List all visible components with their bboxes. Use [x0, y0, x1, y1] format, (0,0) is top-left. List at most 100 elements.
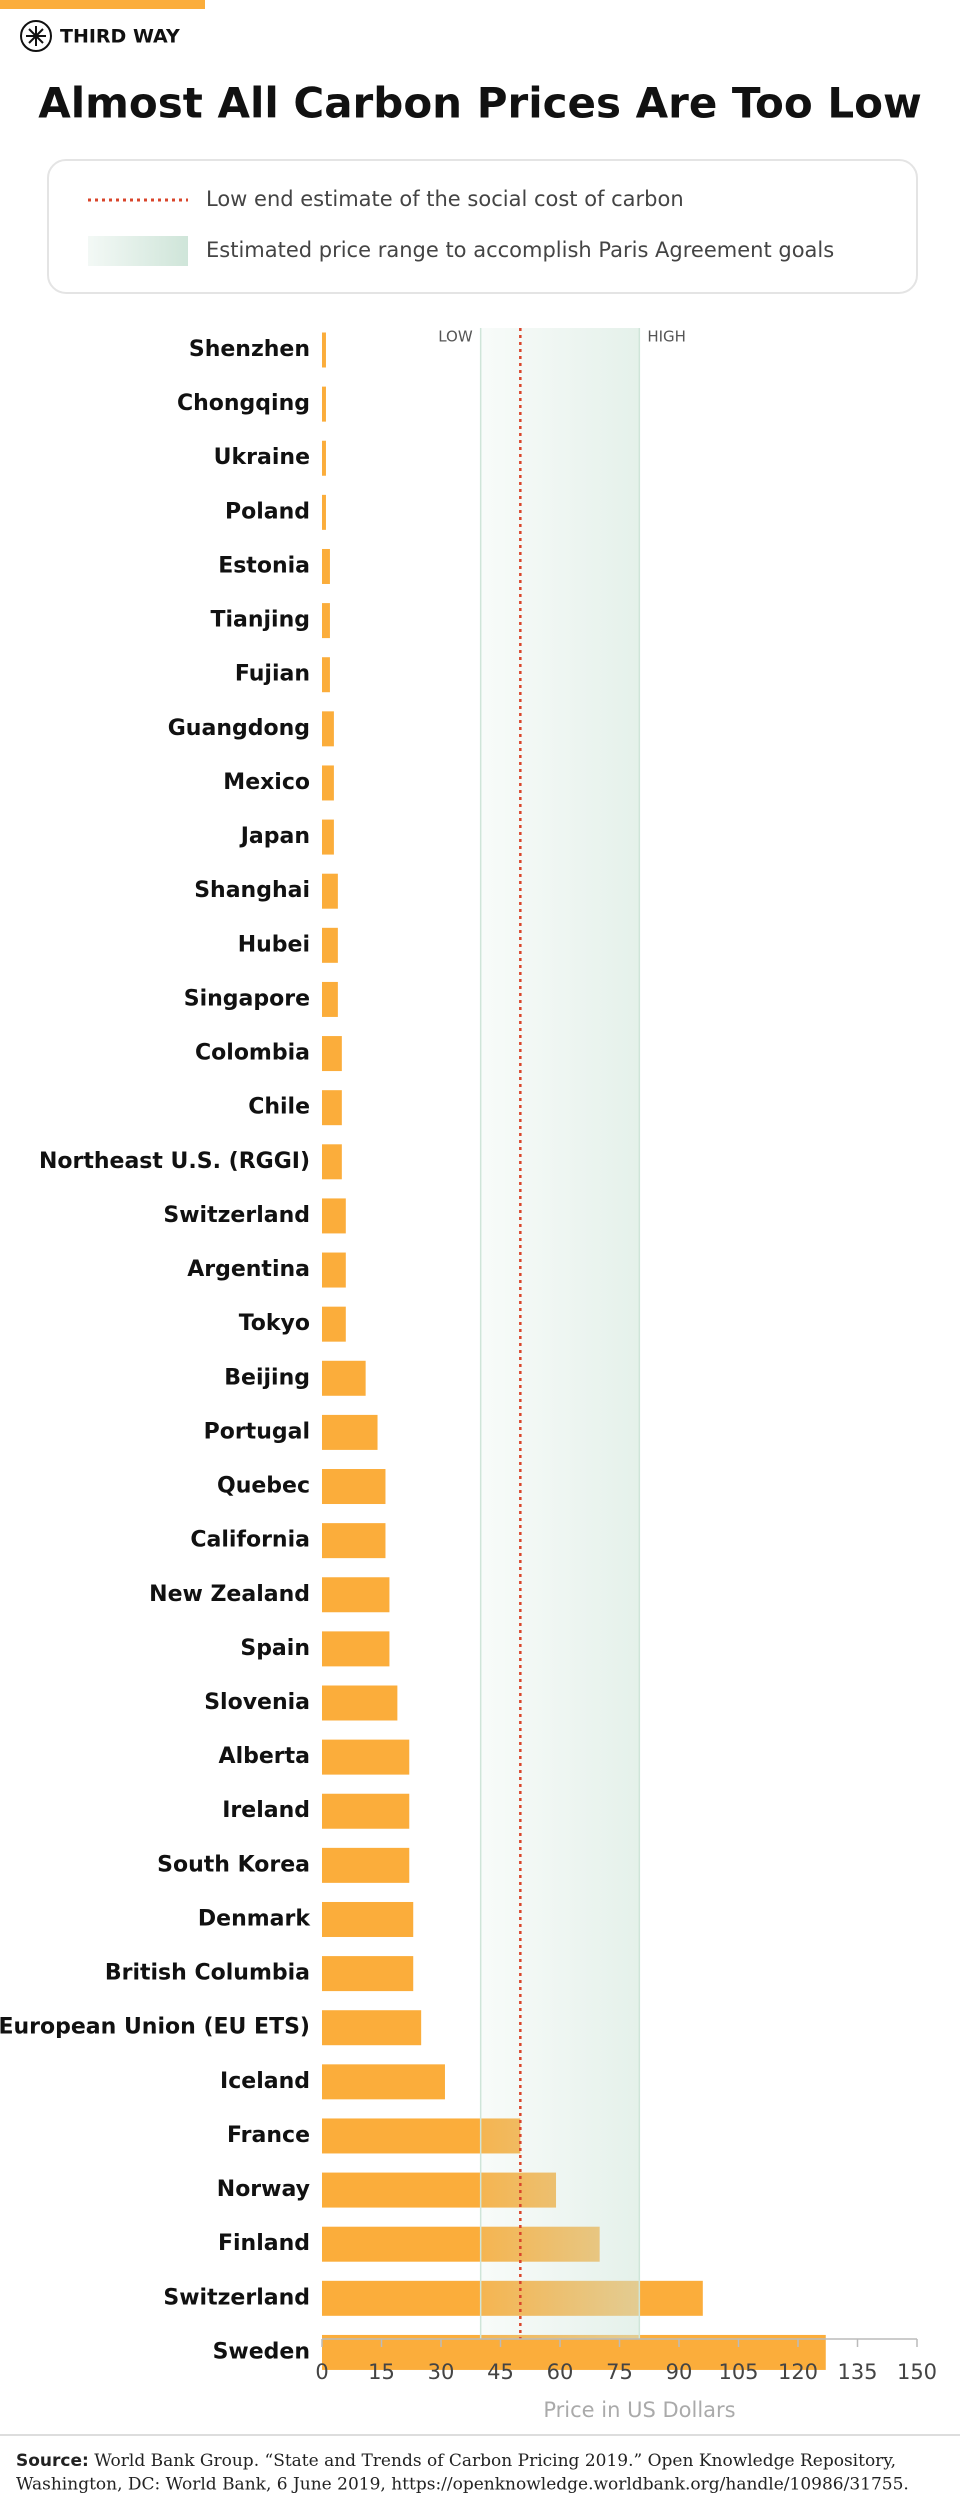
bar	[322, 2334, 826, 2370]
category-label: Guangdong	[168, 716, 310, 741]
bar	[322, 1523, 386, 1559]
bar	[322, 1306, 346, 1342]
x-tick-label: 60	[547, 2360, 574, 2384]
category-label: Chongqing	[177, 391, 310, 416]
category-label: California	[190, 1528, 310, 1553]
category-label: Chile	[248, 1095, 310, 1120]
category-label: Portugal	[204, 1419, 310, 1444]
category-label: Switzerland	[163, 2285, 310, 2310]
category-label: Tokyo	[239, 1311, 310, 1336]
bar	[322, 1739, 410, 1775]
bar	[322, 1847, 410, 1883]
bar	[322, 1198, 346, 1234]
bar	[322, 1252, 346, 1288]
bar	[322, 1036, 342, 1072]
bar	[322, 765, 334, 801]
bar	[322, 2064, 445, 2100]
category-label: Hubei	[238, 932, 310, 957]
category-label: Tianjing	[210, 608, 310, 633]
category-label: Sweden	[213, 2339, 310, 2364]
x-tick-label: 45	[487, 2360, 514, 2384]
bar	[322, 1469, 386, 1505]
band-low-label: LOW	[438, 328, 473, 346]
category-label: Poland	[225, 499, 310, 524]
x-tick-label: 0	[315, 2360, 328, 2384]
category-label: Switzerland	[163, 1203, 310, 1228]
bar	[322, 1144, 342, 1180]
source-label: Source:	[16, 2451, 89, 2471]
category-label: Japan	[239, 824, 310, 849]
category-label: Ukraine	[214, 445, 310, 470]
bar	[322, 332, 326, 368]
category-label: France	[227, 2123, 310, 2148]
category-label: New Zealand	[149, 1582, 310, 1607]
range-band	[480, 328, 640, 2339]
category-label: British Columbia	[105, 1961, 310, 1986]
x-tick-label: 150	[897, 2360, 937, 2384]
category-label: Denmark	[198, 1906, 311, 1931]
bar	[322, 1577, 390, 1613]
category-label: Fujian	[235, 662, 310, 687]
source-text: World Bank Group. “State and Trends of C…	[94, 2451, 896, 2471]
category-label: Iceland	[220, 2069, 310, 2094]
category-label: European Union (EU ETS)	[0, 2015, 310, 2040]
bar	[322, 927, 338, 963]
brand: THIRD WAY	[60, 26, 180, 48]
bar	[322, 657, 330, 693]
bar	[322, 1414, 378, 1450]
plot: Shenzhen Chongqing Ukraine Poland Estonia Tia…	[0, 328, 937, 2423]
legend-box	[47, 159, 918, 294]
bar	[322, 873, 338, 909]
x-tick-label: 120	[778, 2360, 818, 2384]
category-label: Shanghai	[194, 878, 310, 903]
x-tick-label: 135	[837, 2360, 877, 2384]
bar	[322, 2010, 422, 2046]
category-label: Argentina	[187, 1257, 310, 1282]
category-label: Ireland	[222, 1798, 310, 1823]
bar	[322, 1956, 414, 1992]
bar	[322, 981, 338, 1017]
bar	[322, 1793, 410, 1829]
x-axis-label: Price in US Dollars	[543, 2398, 735, 2422]
category-label: Singapore	[184, 986, 310, 1011]
legend-label: Low end estimate of the social cost of c…	[206, 187, 684, 211]
logo-mark	[26, 26, 46, 46]
category-label: Beijing	[224, 1365, 310, 1390]
category-label: Quebec	[217, 1474, 310, 1499]
band-high-label: HIGH	[647, 328, 686, 346]
bar	[322, 386, 326, 422]
legend-label: Estimated price range to accomplish Pari…	[206, 238, 834, 262]
category-label: Mexico	[223, 770, 310, 795]
bar	[322, 819, 334, 855]
logo	[20, 20, 52, 52]
source: Source: World Bank Group. “State and Tre…	[16, 2451, 896, 2472]
bar	[322, 440, 326, 476]
top-accent	[0, 0, 205, 9]
bar	[322, 1685, 398, 1721]
category-label: Alberta	[219, 1744, 310, 1769]
bar	[322, 1090, 342, 1126]
x-tick-label: 15	[368, 2360, 395, 2384]
bar	[322, 711, 334, 747]
category-label: Estonia	[218, 553, 310, 578]
bar	[322, 603, 330, 639]
x-tick-label: 105	[718, 2360, 758, 2384]
category-label: Norway	[217, 2177, 310, 2202]
bar	[322, 1360, 366, 1396]
category-label: Colombia	[195, 1041, 310, 1066]
x-tick-label: 90	[666, 2360, 693, 2384]
bar	[322, 1901, 414, 1937]
category-label: Shenzhen	[189, 337, 310, 362]
x-tick-label: 75	[606, 2360, 633, 2384]
bar	[322, 1631, 390, 1667]
legend-band-swatch	[88, 236, 188, 266]
bar	[322, 494, 326, 530]
category-label: Finland	[218, 2231, 310, 2256]
category-label: Spain	[240, 1636, 310, 1661]
source-text: Washington, DC: World Bank, 6 June 2019,…	[16, 2475, 909, 2495]
category-label: Slovenia	[204, 1690, 310, 1715]
category-label: Northeast U.S. (RGGI)	[39, 1149, 310, 1174]
chart-title: Almost All Carbon Prices Are Too Low	[38, 79, 922, 128]
bar	[322, 548, 330, 584]
